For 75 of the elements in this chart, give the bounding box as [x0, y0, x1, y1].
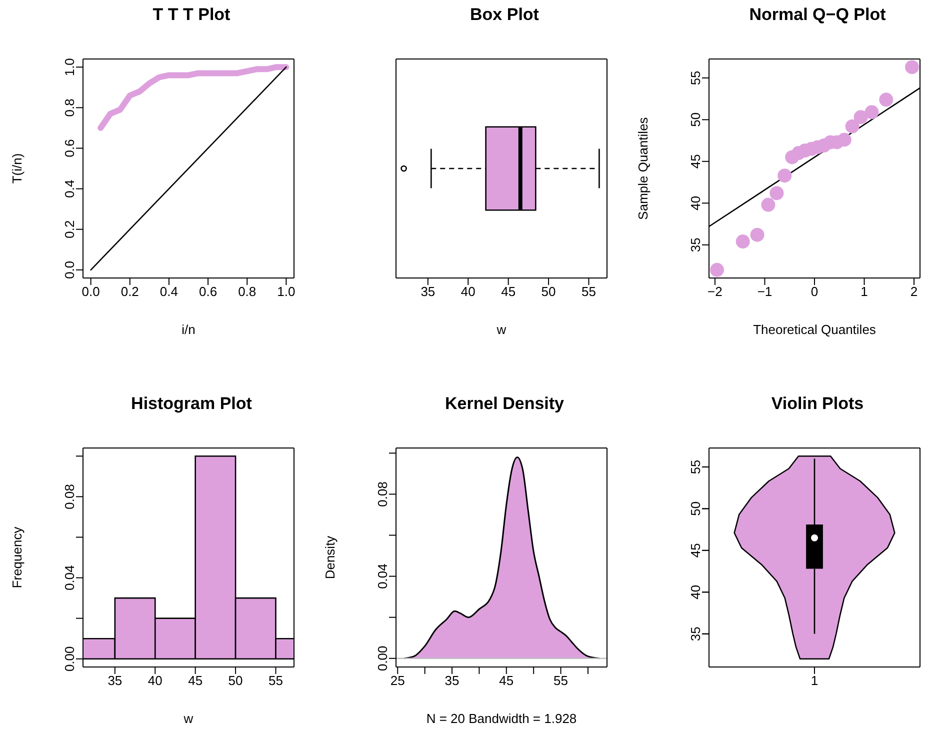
point	[864, 105, 879, 120]
chart-title: T T T Plot	[152, 4, 232, 26]
point	[778, 168, 792, 183]
x-tick-label: 55	[582, 284, 596, 300]
chart-title: Normal Q−Q Plot	[748, 4, 887, 26]
y-tick-label: 40	[688, 584, 703, 600]
y-tick-label: 0.00	[375, 646, 390, 672]
y-tick-label: 40	[688, 196, 703, 210]
point	[845, 119, 860, 134]
x-axis-title: w	[496, 322, 507, 337]
x-tick-label: 45	[188, 673, 203, 688]
y-tick-label: 55	[688, 70, 703, 86]
y-tick-label: 0.08	[62, 484, 77, 510]
chart-title: Kernel Density	[444, 393, 566, 415]
x-tick-label: 55	[554, 673, 568, 688]
point	[761, 198, 776, 212]
point	[905, 60, 920, 74]
x-tick-label: −2	[708, 284, 722, 300]
y-tick-label: 35	[688, 626, 703, 642]
point	[879, 92, 894, 107]
x-tick-label: 35	[108, 673, 122, 688]
y-tick-label: 0.8	[62, 98, 77, 117]
point	[736, 234, 750, 249]
point	[750, 228, 764, 242]
x-tick-label: −1	[757, 284, 772, 300]
y-tick-label: 45	[688, 543, 703, 558]
y-tick-label: 0.00	[62, 646, 77, 672]
y-axis-title: Density	[322, 535, 338, 580]
point	[770, 186, 784, 200]
y-axis-title: T(i/n)	[10, 153, 25, 184]
y-tick-label: 55	[688, 460, 703, 474]
x-axis-title: Theoretical Quantiles	[753, 322, 876, 337]
y-tick-label: 0.0	[62, 260, 77, 279]
x-tick-label: 0.8	[238, 284, 256, 300]
y-axis-title: Frequency	[10, 526, 25, 588]
x-tick-label: 50	[228, 673, 243, 688]
x-tick-label: 0.2	[120, 284, 139, 300]
x-tick-label: 50	[541, 284, 556, 300]
chart-title: Box Plot	[469, 4, 540, 26]
x-tick-label: 0.0	[82, 284, 100, 300]
x-tick-label: 1	[810, 673, 818, 688]
x-tick-label: 45	[499, 673, 514, 688]
chart-title: Violin Plots	[770, 393, 865, 415]
x-tick-label: 0.4	[160, 284, 178, 300]
point	[837, 132, 852, 147]
y-tick-label: 45	[688, 154, 703, 169]
y-tick-label: 1.0	[62, 58, 77, 76]
x-axis-title: N = 20 Bandwidth = 1.928	[426, 711, 577, 726]
y-tick-label: 0.08	[375, 482, 390, 507]
x-tick-label: 25	[390, 673, 405, 688]
x-tick-label: 45	[501, 284, 516, 300]
y-tick-label: 0.04	[62, 565, 77, 590]
y-tick-label: 0.6	[62, 139, 77, 158]
chart-title: Histogram Plot	[130, 393, 253, 415]
y-axis-title: Sample Quantiles	[636, 116, 651, 220]
x-tick-label: 0.6	[199, 284, 218, 300]
y-tick-label: 0.04	[375, 564, 390, 589]
x-axis-title: w	[182, 711, 194, 726]
x-tick-label: 0	[810, 284, 818, 300]
x-tick-label: 2	[910, 284, 918, 300]
x-tick-label: 40	[460, 284, 476, 300]
x-tick-label: 1	[860, 284, 868, 300]
x-tick-label: 35	[420, 284, 436, 300]
x-tick-label: 35	[444, 673, 460, 688]
x-axis-title: i/n	[182, 322, 196, 337]
y-tick-label: 35	[688, 238, 703, 252]
point	[710, 262, 724, 277]
y-tick-label: 0.4	[62, 180, 77, 198]
y-tick-label: 50	[688, 112, 703, 127]
x-tick-label: 40	[148, 673, 162, 688]
point	[854, 110, 868, 124]
y-tick-label: 50	[688, 501, 703, 516]
y-tick-label: 0.2	[62, 220, 77, 238]
x-tick-label: 55	[268, 673, 283, 688]
x-tick-label: 1.0	[277, 284, 296, 300]
